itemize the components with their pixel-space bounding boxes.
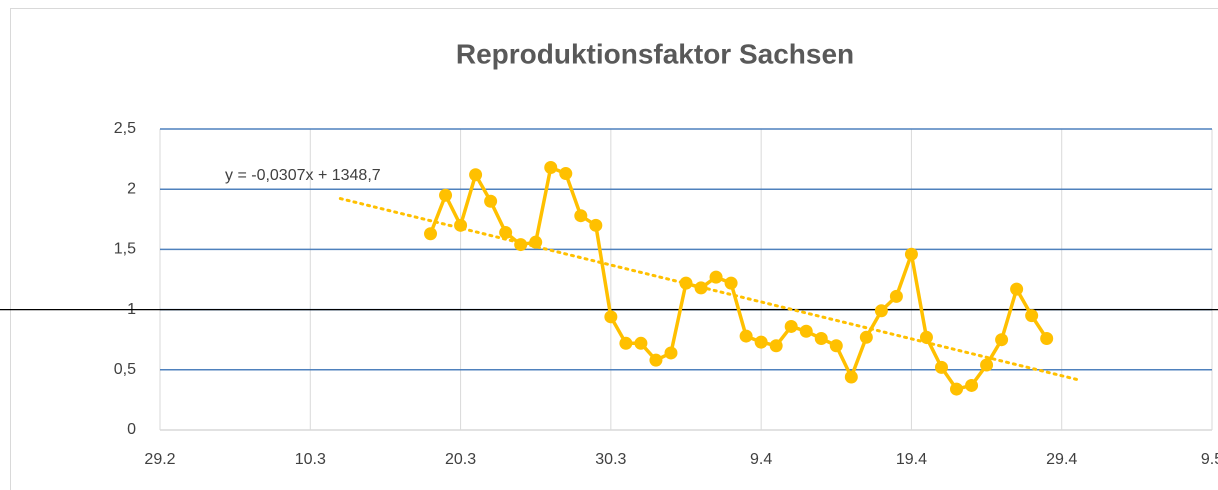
data-point [874, 304, 888, 318]
data-point [844, 370, 858, 384]
x-tick-label: 10.3 [295, 451, 326, 468]
data-point [814, 331, 828, 345]
y-tick-label: 2 [127, 180, 136, 197]
data-point [1040, 331, 1054, 345]
data-point [484, 194, 498, 208]
x-tick-label: 19.4 [896, 451, 927, 468]
chart-title: Reproduktionsfaktor Sachsen [456, 38, 854, 69]
data-point [1025, 309, 1039, 323]
y-tick-label: 0,5 [114, 361, 136, 378]
x-tick-label: 9.4 [750, 451, 772, 468]
x-tick-label: 29.4 [1046, 451, 1077, 468]
data-point [694, 281, 708, 295]
series-line [428, 165, 1049, 391]
data-point [904, 247, 918, 261]
x-tick-label: 20.3 [445, 451, 476, 468]
data-point [739, 329, 753, 343]
data-point [859, 330, 873, 344]
data-point [619, 336, 633, 350]
data-point [454, 218, 468, 232]
x-tick-label: 9.5 [1201, 451, 1218, 468]
data-point [769, 339, 783, 353]
data-point [950, 382, 964, 396]
data-point [424, 227, 438, 241]
data-point [784, 319, 798, 333]
y-tick-label: 0 [127, 421, 136, 438]
y-tick-label: 1,5 [114, 241, 136, 258]
x-tick-label: 29.2 [144, 451, 175, 468]
data-point [995, 333, 1009, 347]
data-point [604, 310, 618, 324]
data-point [754, 335, 768, 349]
data-point [499, 226, 513, 240]
x-tick-label: 30.3 [595, 451, 626, 468]
data-point [574, 209, 588, 223]
trendline-label: y = -0,0307x + 1348,7 [225, 167, 381, 184]
data-point [1010, 282, 1024, 296]
chart-border [10, 8, 1218, 490]
data-point [829, 339, 843, 353]
data-point [559, 167, 573, 181]
y-tick-label: 2,5 [114, 120, 136, 137]
data-point [724, 276, 738, 290]
data-point [799, 324, 813, 338]
data-point [589, 218, 603, 232]
data-point [709, 270, 723, 284]
data-point [679, 276, 693, 290]
data-point [934, 360, 948, 374]
data-point [980, 358, 994, 372]
data-point [649, 353, 663, 367]
data-point [664, 346, 678, 360]
data-point [529, 235, 543, 249]
data-point [889, 289, 903, 303]
data-point [469, 168, 483, 182]
data-point [439, 188, 453, 202]
data-point [514, 238, 528, 252]
data-point [634, 336, 648, 350]
trendline [338, 197, 1079, 381]
data-point [544, 161, 558, 175]
data-point [919, 330, 933, 344]
data-point [965, 378, 979, 392]
